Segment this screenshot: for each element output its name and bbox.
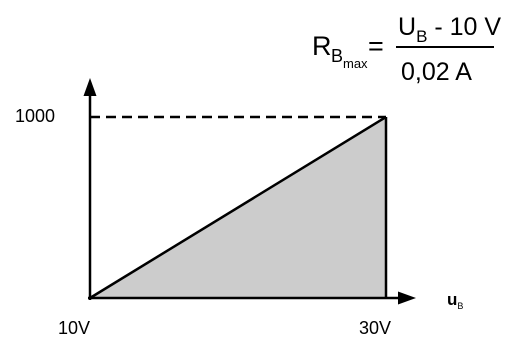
formula-lhs-subsub: max (343, 56, 368, 71)
formula-lhs-sub: B (331, 46, 343, 66)
formula-numerator-rest: - 10 V (427, 13, 501, 41)
formula-numerator: UB - 10 V (398, 13, 501, 46)
x-axis-label-main: u (447, 290, 457, 309)
x-tick-label-30v: 30V (359, 318, 391, 338)
y-tick-label-1000: 1000 (15, 106, 55, 126)
formula-denominator: 0,02 A (401, 58, 472, 86)
data-line (89, 115, 387, 300)
x-tick-label-10v: 10V (58, 318, 90, 338)
x-axis-label: uB (447, 290, 463, 311)
formula-numerator-sub: B (416, 27, 427, 46)
formula-equals: = (368, 31, 384, 61)
formula-numerator-main: U (398, 13, 416, 41)
x-axis-arrow (398, 291, 416, 305)
formula-lhs-main: R (312, 31, 332, 61)
x-axis-label-sub: B (457, 301, 463, 311)
formula: R B max = UB - 10 V 0,02 A (312, 13, 501, 86)
y-axis-arrow (83, 78, 97, 96)
formula-lhs: R (312, 31, 332, 61)
